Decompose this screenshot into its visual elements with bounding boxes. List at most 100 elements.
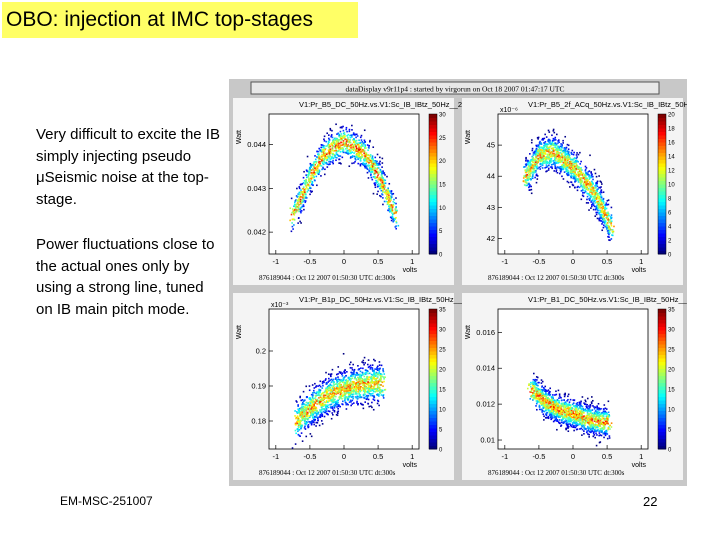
density-point [597,407,599,409]
density-point [596,180,599,183]
density-point [305,195,307,198]
density-point [341,386,343,389]
density-point [328,138,331,141]
density-point [364,155,367,158]
density-point [566,161,568,163]
colorbar-segment [429,358,437,362]
density-point [573,426,576,429]
density-point [534,153,537,156]
density-point [350,134,353,137]
density-point [591,185,593,187]
density-point [580,170,582,172]
density-point [535,169,537,172]
density-point [376,366,378,369]
density-point [562,178,565,180]
density-point [316,400,319,402]
density-point [339,393,342,395]
density-point [537,159,540,161]
density-point [377,170,379,173]
density-point [351,399,354,402]
density-point [529,169,532,171]
density-point [336,378,339,381]
x-tick-label: 1 [639,257,643,266]
density-point [598,192,600,195]
density-point [562,142,564,144]
density-point [327,413,329,416]
density-point [557,145,559,148]
x-tick-label: 0.5 [373,257,383,266]
density-point [305,401,308,404]
density-point [602,216,604,219]
density-point [346,152,348,155]
density-point [307,176,310,178]
y-tick-label: 42 [487,234,495,243]
density-point [338,384,341,387]
density-point [376,394,379,396]
density-point [541,391,544,394]
density-point [532,159,535,161]
density-point [590,205,593,208]
density-point [343,143,346,145]
density-point [531,396,533,398]
density-point [362,407,365,410]
density-point [549,416,552,418]
density-point [337,366,340,368]
density-point [373,399,376,402]
density-point [355,389,358,392]
density-point [329,148,332,151]
density-point [588,170,591,172]
density-point [329,406,332,408]
density-point [367,149,369,151]
x-axis-label: volts [632,462,647,469]
density-point [351,162,353,165]
density-point [337,383,340,385]
density-point [596,194,599,197]
density-point [543,162,546,164]
density-point [528,184,531,186]
density-point [347,403,349,406]
density-point [294,410,296,412]
density-point [547,139,550,141]
density-point [585,173,587,176]
density-point [360,146,362,149]
density-point [598,197,601,199]
density-point [574,172,576,174]
colorbar-segment [658,191,666,195]
density-point [374,184,376,186]
density-point [375,377,377,380]
density-point [529,166,532,169]
density-point [572,176,575,179]
density-point [371,167,374,170]
density-point [368,372,371,375]
density-point [343,134,345,137]
density-point [531,160,534,163]
density-point [388,193,390,195]
density-point [535,155,537,158]
density-point [367,177,370,179]
density-point [314,401,316,403]
density-point [300,432,303,434]
density-point [366,144,369,146]
density-point [549,140,551,142]
density-point [555,167,558,169]
density-point [597,203,600,206]
density-point [386,192,389,194]
density-point [382,189,384,192]
colorbar-segment [429,361,437,366]
density-point [328,156,330,159]
density-point [367,391,370,393]
density-point [374,359,376,362]
density-point [320,158,322,160]
density-point [595,190,597,193]
density-point [314,407,316,410]
colorbar-segment [429,173,437,178]
density-point [557,162,559,164]
density-point [368,157,371,159]
density-point [558,154,560,157]
density-point [373,378,376,380]
density-point [603,210,605,213]
density-point [306,191,309,193]
density-point [603,217,605,220]
density-point [600,211,602,213]
density-point [308,166,311,169]
